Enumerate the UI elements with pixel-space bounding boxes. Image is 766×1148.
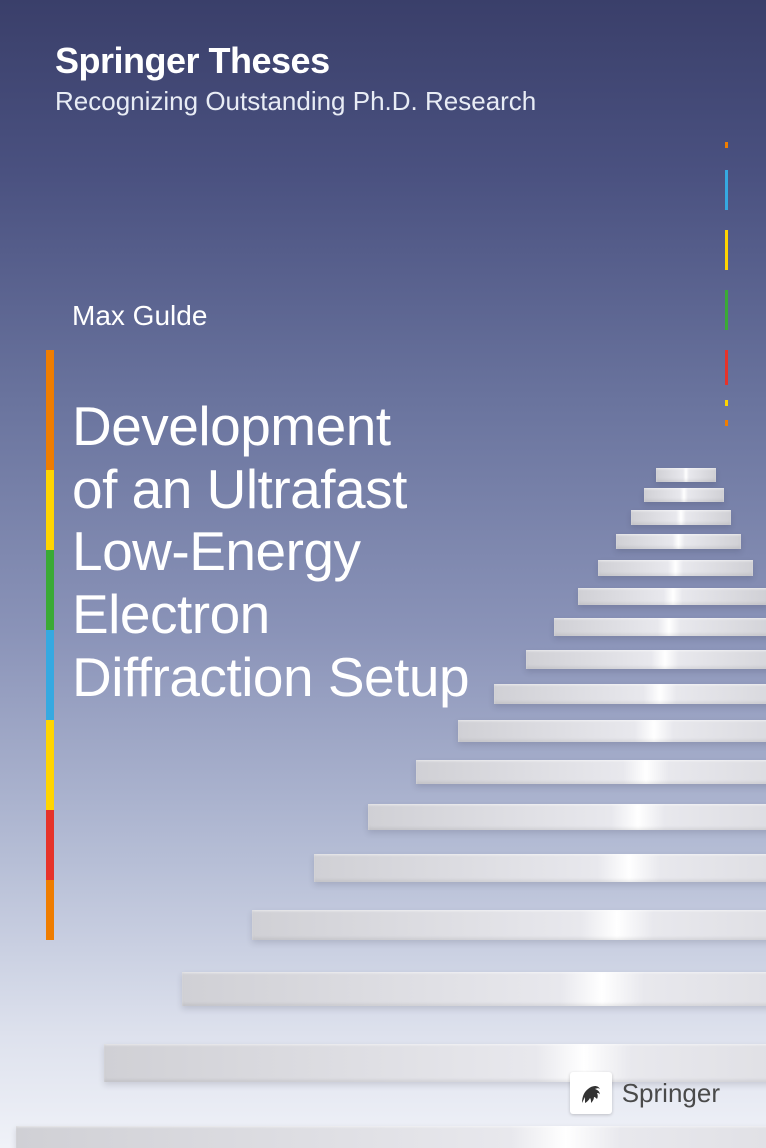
right-color-stripe (725, 0, 728, 450)
series-header: Springer Theses Recognizing Outstanding … (0, 0, 766, 180)
book-title: Developmentof an UltrafastLow-EnergyElec… (72, 395, 469, 708)
book-cover: Springer Theses Recognizing Outstanding … (0, 0, 766, 1148)
publisher-name: Springer (622, 1078, 720, 1109)
left-color-stripe (46, 350, 54, 940)
series-title: Springer Theses (55, 40, 706, 82)
author-name: Max Gulde (72, 300, 207, 332)
publisher-block: Springer (570, 1072, 720, 1114)
springer-horse-icon (570, 1072, 612, 1114)
series-subtitle: Recognizing Outstanding Ph.D. Research (55, 86, 706, 117)
